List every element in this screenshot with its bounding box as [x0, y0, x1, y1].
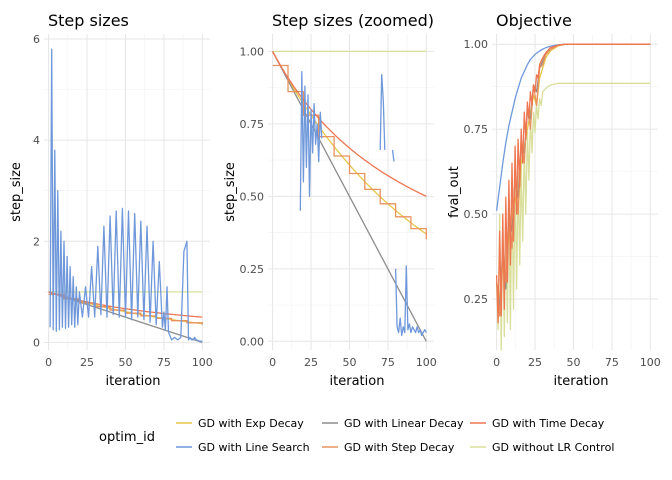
- y-tick-label: 0.50: [464, 208, 489, 221]
- y-tick-label: 2: [33, 235, 40, 248]
- series-line-gd-with-linear-decay: [272, 51, 427, 342]
- x-tick-label: 25: [80, 356, 94, 369]
- series-line-gd-with-line-search: [49, 48, 203, 343]
- panel-1: [44, 34, 210, 350]
- series-line-gd-with-time-decay: [272, 51, 427, 197]
- series-line-gd-with-line-search: [391, 149, 395, 162]
- x-tick-label: 0: [269, 356, 276, 369]
- legend-label: GD with Exp Decay: [198, 417, 304, 430]
- x-tick-label: 75: [381, 356, 395, 369]
- x-tick-label: 50: [566, 356, 580, 369]
- y-tick-label: 0.50: [240, 190, 265, 203]
- x-tick-label: 100: [192, 356, 213, 369]
- y-tick-label: 6: [33, 33, 40, 46]
- legend-label: GD with Time Decay: [492, 417, 605, 430]
- x-tick-label: 100: [640, 356, 661, 369]
- y-axis-label: step_size: [9, 162, 24, 222]
- legend-title: optim_id: [99, 430, 155, 445]
- x-tick-label: 100: [416, 356, 437, 369]
- x-tick-label: 25: [304, 356, 318, 369]
- y-tick-label: 0: [33, 336, 40, 349]
- y-tick-label: 4: [33, 134, 40, 147]
- x-tick-label: 50: [118, 356, 132, 369]
- y-tick-label: 1.00: [240, 45, 265, 58]
- series-line-gd-with-step-decay: [272, 64, 427, 240]
- x-axis-label: iteration: [106, 374, 161, 389]
- legend-label: GD with Step Decay: [344, 441, 455, 454]
- y-tick-label: 0.25: [464, 293, 489, 306]
- series-line-gd-with-line-search: [299, 71, 323, 211]
- y-tick-label: 0.00: [240, 335, 265, 348]
- series-line-gd-with-line-search: [394, 265, 427, 337]
- panel-title: Step sizes: [48, 11, 129, 30]
- x-tick-label: 75: [157, 356, 171, 369]
- series-line-gd-with-line-search: [379, 73, 386, 151]
- y-axis-label: step_size: [223, 162, 238, 222]
- panel-2: [268, 34, 434, 350]
- x-axis-label: iteration: [330, 374, 385, 389]
- legend-label: GD with Linear Decay: [344, 417, 464, 430]
- y-tick-label: 0.25: [240, 263, 265, 276]
- panel-3: [492, 34, 658, 351]
- x-tick-label: 75: [605, 356, 619, 369]
- y-tick-label: 0.75: [464, 123, 489, 136]
- panel-title: Step sizes (zoomed): [272, 11, 434, 30]
- y-tick-label: 1.00: [464, 38, 489, 51]
- y-axis-label: fval_out: [447, 166, 462, 218]
- x-tick-label: 25: [528, 356, 542, 369]
- x-tick-label: 0: [45, 356, 52, 369]
- legend-label: GD without LR Control: [492, 441, 614, 454]
- x-tick-label: 0: [493, 356, 500, 369]
- series-line-gd-with-time-decay: [495, 43, 651, 324]
- x-tick-label: 50: [342, 356, 356, 369]
- panel-title: Objective: [496, 11, 572, 30]
- y-tick-label: 0.75: [240, 118, 265, 131]
- x-axis-label: iteration: [554, 374, 609, 389]
- legend-label: GD with Line Search: [198, 441, 310, 454]
